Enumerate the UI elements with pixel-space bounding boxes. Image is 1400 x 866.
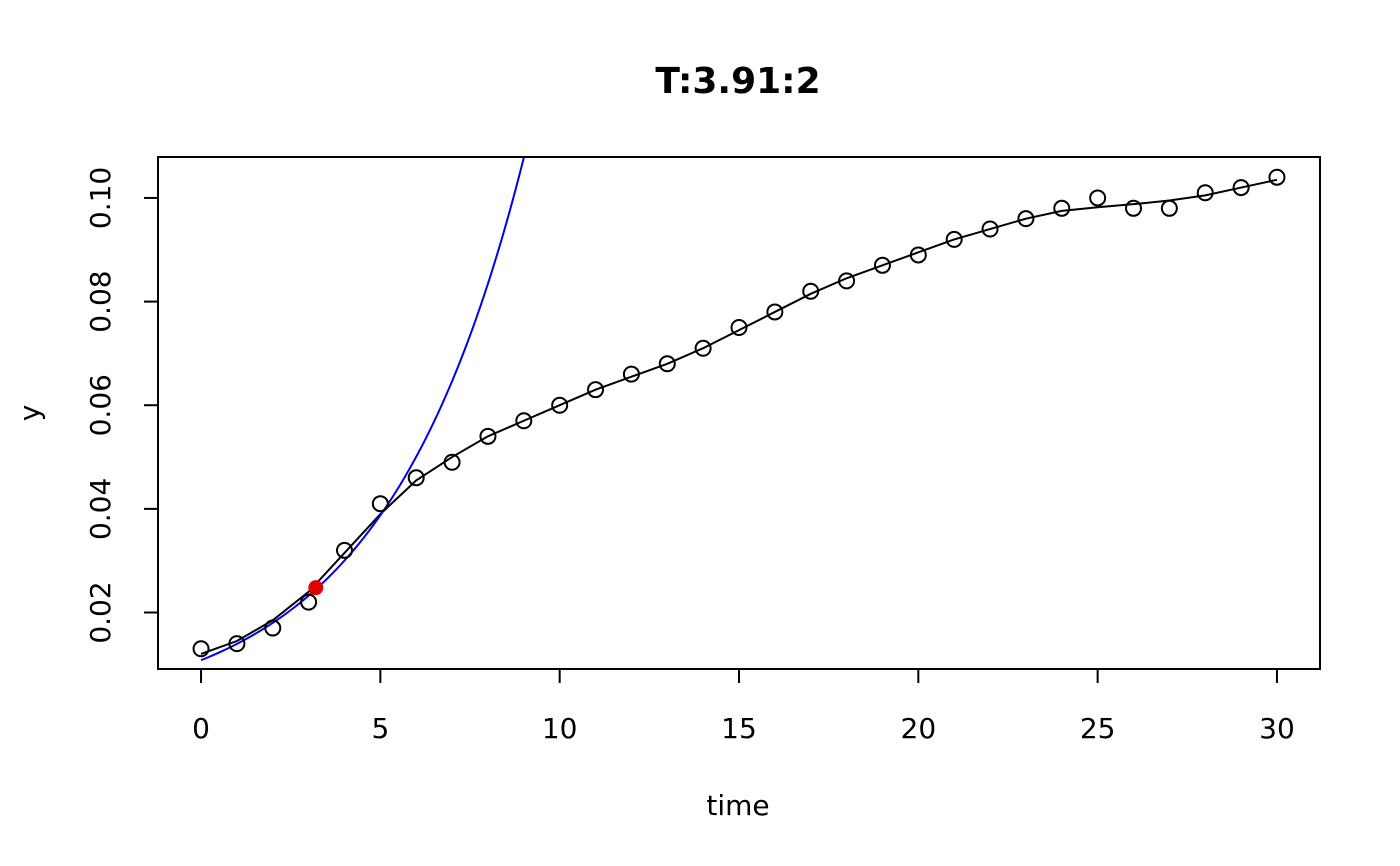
x-axis-label: time <box>706 789 769 822</box>
data-point <box>407 469 425 487</box>
data-point <box>694 339 712 357</box>
x-tick-label: 10 <box>542 712 578 745</box>
x-tick-label: 30 <box>1259 712 1295 745</box>
y-axis: 0.02 0.04 0.06 0.08 0.10 <box>84 167 159 644</box>
x-tick-label: 5 <box>371 712 389 745</box>
data-point <box>873 256 891 274</box>
data-point <box>335 541 353 559</box>
plot-area-frame <box>157 156 1321 670</box>
data-point <box>1196 184 1214 202</box>
data-point <box>622 365 640 383</box>
data-point <box>730 318 748 336</box>
max-slope-point <box>308 580 324 596</box>
y-tick-label: 0.04 <box>84 478 117 540</box>
y-tick-label: 0.02 <box>84 581 117 643</box>
data-point <box>766 303 784 321</box>
y-tick-label: 0.08 <box>84 270 117 332</box>
y-tick-label: 0.06 <box>84 374 117 436</box>
data-point <box>945 230 963 248</box>
data-point <box>228 635 246 653</box>
y-tick-label: 0.10 <box>84 167 117 229</box>
exponential-fit-line <box>200 158 525 662</box>
x-axis: 0 5 10 15 20 25 30 <box>192 668 1295 745</box>
x-tick-label: 15 <box>721 712 757 745</box>
data-point <box>909 246 927 264</box>
chart-title: T:3.91:2 <box>655 61 820 102</box>
data-point <box>443 453 461 471</box>
x-tick-label: 0 <box>192 712 210 745</box>
data-point <box>300 593 318 611</box>
data-point <box>1160 199 1178 217</box>
data-point <box>515 412 533 430</box>
y-axis-label: y <box>13 405 46 422</box>
data-point <box>1017 210 1035 228</box>
data-point <box>371 495 389 513</box>
data-point <box>1232 179 1250 197</box>
x-tick-label: 25 <box>1080 712 1116 745</box>
data-point <box>1268 168 1286 186</box>
data-point <box>1053 199 1071 217</box>
data-point <box>1125 199 1143 217</box>
data-point <box>838 272 856 290</box>
data-point <box>1089 189 1107 207</box>
smoothed-fit-line <box>200 178 1278 655</box>
x-tick-label: 20 <box>901 712 937 745</box>
data-point <box>551 396 569 414</box>
data-point <box>981 220 999 238</box>
data-point <box>479 427 497 445</box>
data-point <box>658 355 676 373</box>
data-point <box>192 640 210 658</box>
data-point <box>264 619 282 637</box>
data-point <box>587 381 605 399</box>
plot-content <box>192 158 1286 662</box>
data-point <box>802 282 820 300</box>
